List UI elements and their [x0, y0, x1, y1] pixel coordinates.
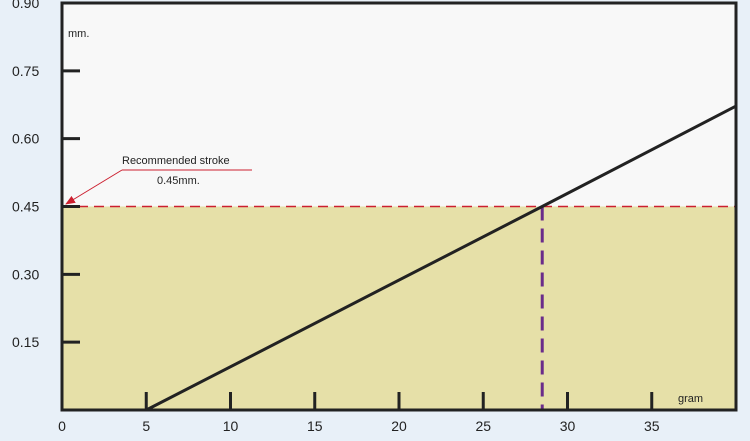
- axis-layer: [60, 1, 738, 412]
- x-tick-label: 30: [560, 418, 576, 434]
- x-tick-label: 10: [223, 418, 239, 434]
- y-tick-label: 0.30: [12, 266, 39, 282]
- y-tick-label: 0.45: [12, 199, 39, 215]
- y-axis-label: mm.: [68, 28, 89, 40]
- x-tick-label: 25: [475, 418, 491, 434]
- x-tick-label: 20: [391, 418, 407, 434]
- recommended-stroke-label: Recommended stroke: [122, 155, 230, 167]
- series-layer: [62, 104, 737, 412]
- x-tick-label: 35: [644, 418, 660, 434]
- x-tick-label: 15: [307, 418, 323, 434]
- recommended-stroke-value: 0.45mm.: [157, 175, 200, 187]
- y-tick-label: 0.60: [12, 131, 39, 147]
- recommended-callout-arrow: [65, 169, 123, 205]
- x-tick-label: 0: [58, 418, 66, 434]
- stroke-series-line: [145, 104, 737, 412]
- x-axis-label: gram: [678, 393, 703, 405]
- y-tick-label: 0.90: [12, 0, 39, 11]
- x-tick-label: 5: [142, 418, 150, 434]
- recommended-region: [62, 206, 736, 410]
- y-tick-label: 0.15: [12, 334, 39, 350]
- y-tick-label: 0.75: [12, 63, 39, 79]
- label-layer: 0.15 0.30 0.45 0.60 0.75 0.90 0 5 10 15 20 25 30 35 mm…: [12, 0, 703, 434]
